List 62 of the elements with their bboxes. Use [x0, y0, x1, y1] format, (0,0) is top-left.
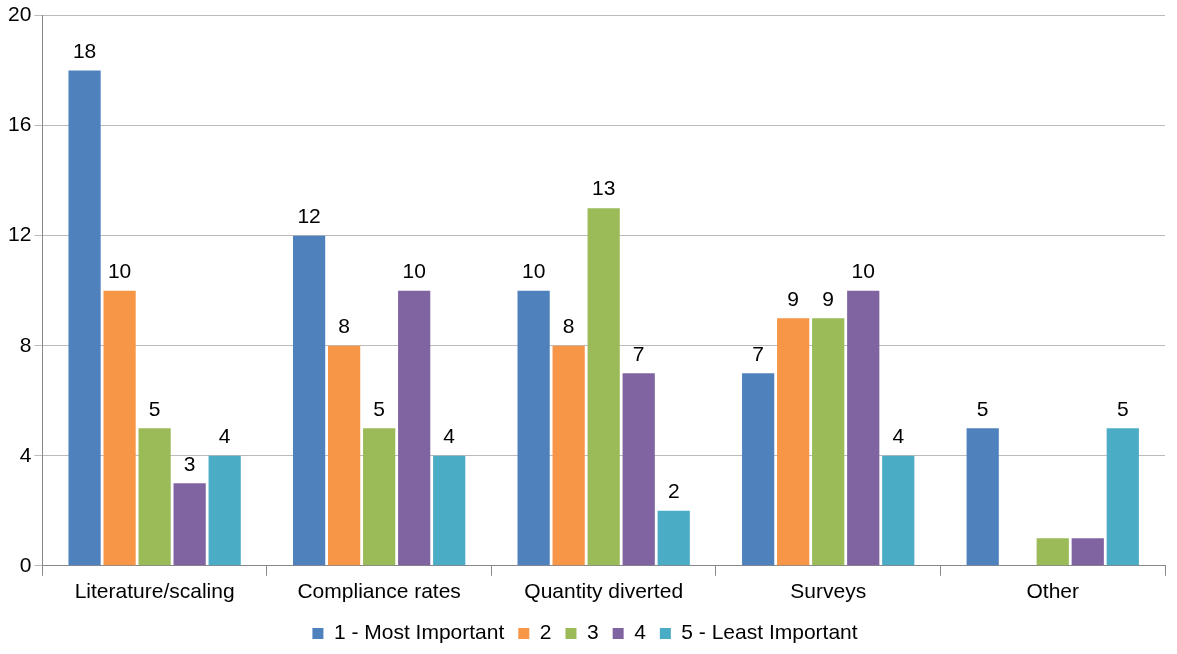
bar — [966, 428, 999, 566]
x-tick-label: Other — [1026, 579, 1079, 603]
y-tick-label: 4 — [19, 442, 32, 466]
y-tick-label: 0 — [19, 552, 32, 576]
data-label: 5 — [976, 396, 989, 420]
bar — [517, 290, 550, 566]
bar — [292, 235, 326, 566]
data-label: 4 — [443, 424, 456, 448]
data-label: 5 — [148, 396, 161, 420]
bar — [1071, 538, 1104, 566]
bar — [398, 290, 431, 566]
x-tick-label: Literature/scaling — [74, 579, 235, 603]
data-label: 10 — [402, 259, 426, 282]
y-tick-label: 8 — [19, 332, 32, 356]
data-label: 9 — [787, 286, 800, 310]
data-label: 5 — [373, 396, 385, 420]
legend-label: 1 - Most Important — [333, 620, 505, 644]
data-label: 9 — [822, 286, 835, 310]
bar — [138, 428, 171, 566]
bar — [363, 428, 396, 566]
bar — [208, 455, 241, 566]
bar — [433, 455, 466, 566]
bar — [68, 70, 101, 566]
bar — [657, 510, 690, 566]
data-label: 3 — [183, 451, 196, 475]
y-tick-label: 16 — [8, 112, 32, 136]
data-label: 4 — [218, 424, 231, 448]
x-tick-label: Quantity diverted — [524, 579, 684, 603]
bar — [812, 318, 845, 566]
data-label: 10 — [521, 259, 546, 282]
y-tick-label: 12 — [8, 222, 32, 246]
legend-label: 3 — [586, 620, 599, 644]
bar — [103, 290, 136, 566]
x-tick-label: Compliance rates — [297, 579, 461, 603]
y-tick-label: 20 — [8, 2, 32, 26]
data-label: 7 — [752, 341, 764, 365]
data-label: 8 — [562, 314, 575, 338]
bar — [173, 483, 206, 566]
legend-label: 2 — [539, 620, 552, 644]
legend-label: 5 - Least Important — [681, 620, 858, 644]
bar — [587, 208, 620, 566]
x-tick-label: Surveys — [790, 579, 867, 603]
bar — [1036, 538, 1069, 566]
bar — [742, 373, 775, 566]
data-label: 10 — [107, 259, 132, 282]
bar — [622, 373, 655, 566]
data-label: 2 — [667, 479, 680, 503]
bar — [882, 455, 915, 566]
data-label: 5 — [1116, 396, 1129, 420]
bar — [1106, 428, 1139, 566]
data-label: 10 — [851, 259, 875, 282]
data-label: 7 — [632, 341, 645, 365]
bar — [847, 290, 880, 566]
legend-label: 4 — [634, 620, 647, 644]
data-label: 4 — [892, 424, 905, 448]
bar — [552, 345, 585, 566]
data-label: 12 — [297, 203, 321, 227]
bar — [777, 318, 810, 566]
data-label: 13 — [592, 176, 616, 200]
bar — [328, 345, 361, 566]
data-label: 18 — [72, 38, 97, 62]
data-label: 8 — [338, 314, 350, 338]
